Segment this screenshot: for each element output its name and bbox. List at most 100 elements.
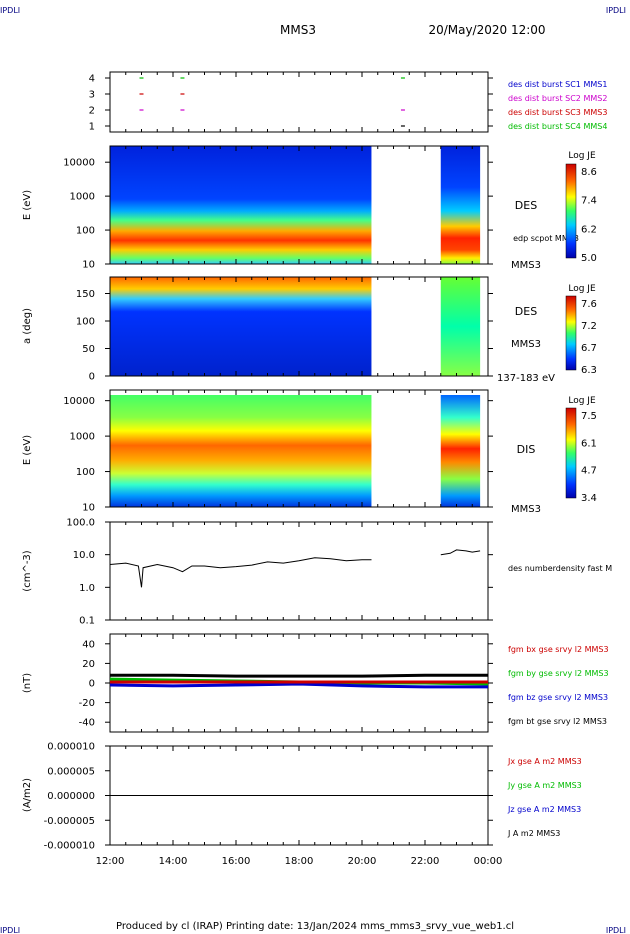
series-line [110,673,488,678]
corner-label-bottom-left: IPDLI [0,926,20,934]
ytick-label: 40 [82,639,95,650]
panel-burst-yticks: 1 2 3 4 [89,74,493,133]
colorbar-tick-label: 3.4 [581,493,597,504]
ytick-label: 1 [89,122,95,133]
legend-entry: J A m2 MMS3 [507,829,560,838]
legend-entry: Jy gse A m2 MMS3 [507,781,582,790]
legend-entry: fgm bz gse srvy l2 MMS3 [508,693,608,702]
legend-entry: fgm by gse srvy l2 MMS3 [508,669,609,678]
panel-density-yticks: 100.0 10.0 1.0 0.1 [66,518,493,627]
legend-entry: des dist burst SC4 MMS4 [508,122,607,131]
ytick-label: 0 [89,679,95,690]
ytick-label: 1000 [70,432,95,443]
panel-density-frame [109,521,489,621]
colorbar-tick-label: 7.6 [581,299,597,310]
colorbar-tick-label: 6.2 [581,224,597,235]
panel-density: 100.0 10.0 1.0 0.1 (cm^-3) des numberdensit… [22,518,612,627]
ytick-label: 100 [76,467,95,478]
ytick-label: 0.000005 [47,766,95,777]
panel-des-pitch-yticks: 150 100 50 0 [76,289,493,383]
time-axis: 12:00 14:00 16:00 18:00 20:00 22:00 00:00 [96,72,503,867]
colorbar-tick-label: 6.7 [581,343,597,354]
legend-entry: des dist burst SC3 MMS3 [508,108,607,117]
panel-des-energy-yticks: 10000 1000 100 10 [63,158,493,271]
ytick-label: -0.000005 [44,816,95,827]
legend-entry: Jx gse A m2 MMS3 [507,757,582,766]
dis-energy-spectrogram-b [440,395,481,507]
ytick-label: 10000 [63,396,95,407]
panel-bfield: 40 20 0 -20 -40 (nT) fgm bx gse srvy l2 MMS3… [22,633,609,733]
xtick-label: 16:00 [222,856,251,867]
ytick-label: 0 [89,372,95,383]
des-energy-colorbar [565,163,577,259]
ytick-label: 0.000010 [47,742,95,753]
panel-current-ylabel: (A/m2) [22,778,33,812]
panel-des-pitch-ylabel: a (deg) [22,308,33,344]
panel-bfield-yticks: 40 20 0 -20 -40 [79,639,493,729]
des-pitch-spectrogram-a [110,277,372,376]
legend-entry: des numberdensity fast M [508,564,612,573]
ytick-label: -40 [79,718,95,729]
colorbar-tick-label: 6.1 [581,438,597,449]
xtick-label: 22:00 [411,856,440,867]
ytick-label: 1000 [70,192,95,203]
des-energy-side-label-2: edp scpot MMS3 [513,234,579,243]
dis-energy-spectrogram-a [110,395,372,507]
legend-entry: fgm bt gse srvy l2 MMS3 [508,717,607,726]
ytick-label: 1.0 [79,583,95,594]
panel-current: 0.000010 0.000005 0.000000 -0.000005 -0.0000… [22,742,582,852]
series-line [440,549,481,556]
panel-des-pitch: 150 100 50 0 a (deg) DES MMS3 137-183 eV Lo… [22,276,597,384]
des-pitch-colorbar-ticks: 7.6 7.2 6.7 6.3 [581,299,597,376]
panel-current-legend: Jx gse A m2 MMS3 Jy gse A m2 MMS3 Jz gse A… [507,757,582,838]
des-pitch-side-label-3: 137-183 eV [497,373,555,384]
xtick-label: 00:00 [474,856,503,867]
des-energy-side-label-1: DES [515,199,537,212]
ytick-label: 50 [82,344,95,355]
ytick-label: 20 [82,659,95,670]
panel-burst-marks [139,77,405,127]
des-energy-side-label-3: MMS3 [511,260,541,271]
des-energy-spectrogram-b [440,146,481,264]
des-pitch-colorbar-title: Log JE [568,284,596,294]
dis-energy-colorbar-title: Log JE [568,396,596,406]
ytick-label: 100.0 [66,518,95,529]
corner-label-top-left: IPDLI [0,6,20,15]
ytick-label: 100 [76,317,95,328]
colorbar-tick-label: 8.6 [581,167,597,178]
xtick-label: 20:00 [348,856,377,867]
ytick-label: 10.0 [73,550,95,561]
des-pitch-colorbar [565,295,577,371]
legend-entry: des dist burst SC1 MMS1 [508,80,607,89]
panel-current-yticks: 0.000010 0.000005 0.000000 -0.000005 -0.0000… [44,742,493,852]
colorbar-tick-label: 6.3 [581,365,597,376]
corner-label-top-right: IPDLI [606,6,626,15]
page-title: MMS3 [280,23,316,37]
series-line [109,682,488,689]
colorbar-tick-label: 5.0 [581,253,597,264]
dis-energy-side-label-2: MMS3 [511,504,541,515]
panel-bfield-legend: fgm bx gse srvy l2 MMS3 fgm by gse srvy l… [508,645,609,726]
ytick-label: -20 [79,698,95,709]
colorbar-tick-label: 7.5 [581,411,597,422]
colorbar-tick-label: 4.7 [581,466,597,477]
des-pitch-spectrogram-b [440,277,481,376]
panel-dis-energy: 10000 1000 100 10 E (eV) DIS MMS3 Log JE 7.… [22,389,597,515]
footer-credits: Produced by cl (IRAP) Printing date: 13/… [116,921,514,932]
corner-label-bottom-right: IPDLI [606,926,626,934]
ytick-label: 10 [82,503,95,514]
series-line [109,557,372,588]
dis-energy-side-label-1: DIS [517,443,536,456]
xtick-label: 14:00 [159,856,188,867]
ytick-label: 4 [89,74,95,85]
xtick-label: 18:00 [285,856,314,867]
panel-dis-energy-ylabel: E (eV) [22,435,33,465]
panel-des-energy: 10000 1000 100 10 E (eV) DES edp scpot MMS3… [22,145,597,271]
panel-dis-energy-yticks: 10000 1000 100 10 [63,396,493,514]
dis-energy-colorbar [565,407,577,499]
des-pitch-side-label-2: MMS3 [511,339,541,350]
des-pitch-side-label-1: DES [515,305,537,318]
colorbar-tick-label: 7.2 [581,321,597,332]
des-energy-spectrogram-a [110,146,372,264]
